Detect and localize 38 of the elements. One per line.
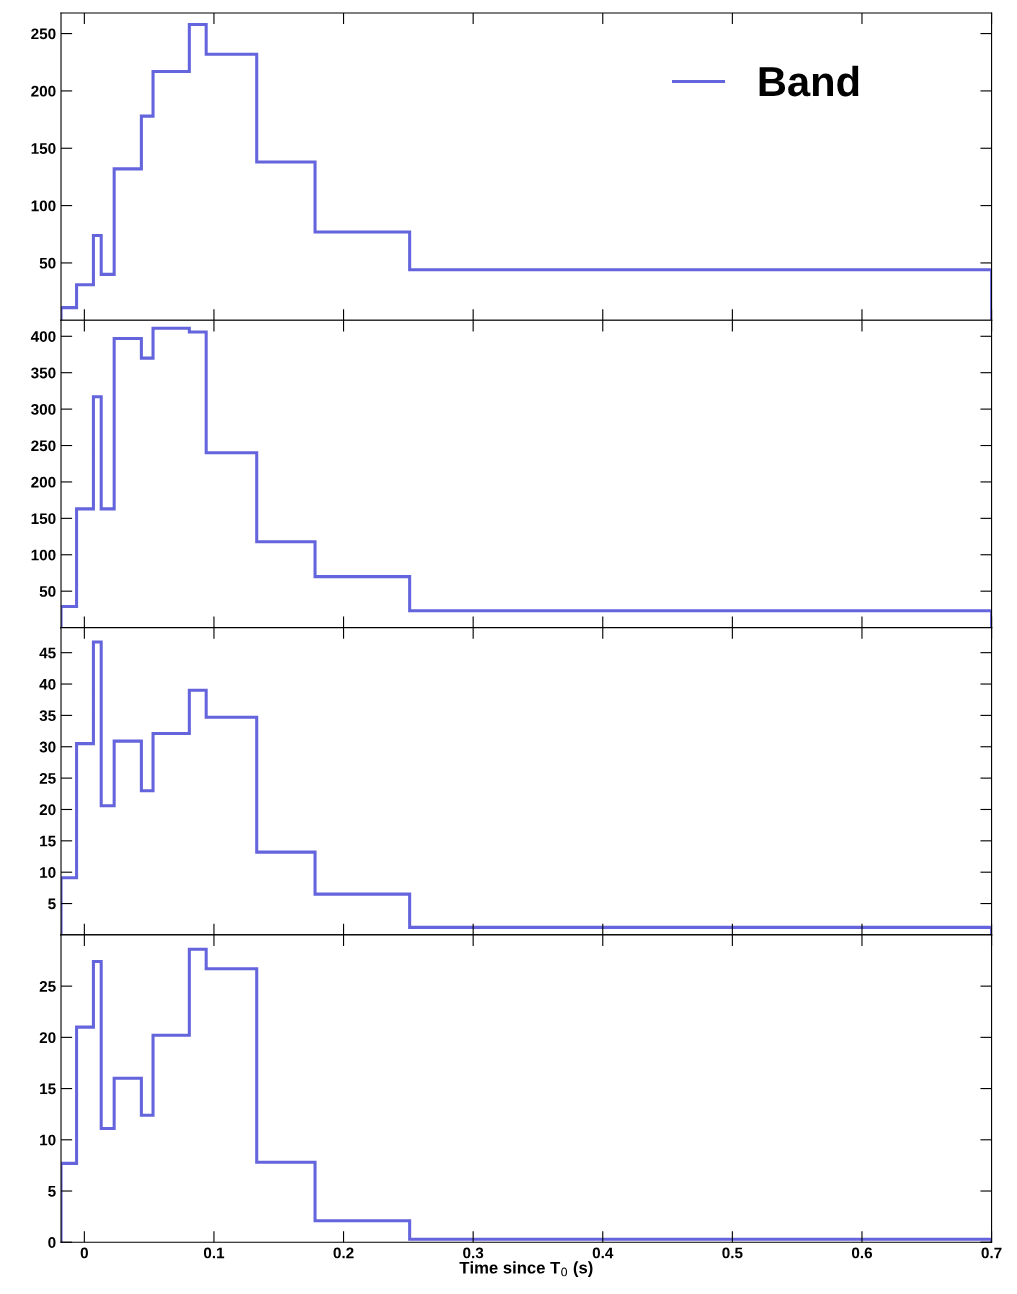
y-tick-label: 30	[39, 741, 56, 753]
x-tick-label: 0.4	[592, 1247, 614, 1259]
y-tick-label: 200	[31, 476, 56, 488]
y-tick-label: 10	[40, 867, 56, 878]
y-tick-label: 40	[39, 678, 56, 690]
y-tick-label: 50	[39, 586, 56, 597]
y-tick-label: 45	[39, 647, 56, 659]
y-tick-label: 15	[40, 1083, 56, 1095]
x-tick-label: 0.7	[981, 1247, 1002, 1259]
x-tick-label: 0.1	[203, 1247, 225, 1259]
y-tick-label: 25	[39, 981, 56, 992]
y-tick-label: 100	[31, 200, 56, 212]
x-tick-label: 0.6	[851, 1247, 873, 1259]
y-tick-label: 25	[39, 772, 56, 784]
x-axis-title: Time since T$_{0}$ (s)	[459, 1261, 593, 1277]
y-tick-label: 250	[31, 440, 56, 452]
y-tick-label: 0	[48, 1237, 56, 1248]
y-tick-label: 20	[39, 804, 56, 816]
y-tick-label: 200	[31, 85, 56, 97]
x-tick-label: 0.3	[463, 1247, 484, 1259]
y-tick-label: 15	[40, 835, 56, 847]
y-tick-label: 35	[39, 710, 56, 722]
y-tick-label: 5	[48, 898, 56, 910]
y-tick-label: 10	[40, 1134, 56, 1146]
x-tick-label: 0.2	[333, 1247, 354, 1259]
y-tick-label: 250	[31, 28, 56, 40]
y-tick-label: 150	[31, 143, 56, 154]
y-tick-label: 5	[48, 1186, 56, 1197]
y-tick-label: 100	[31, 549, 56, 561]
x-tick-label: 0.5	[722, 1247, 743, 1259]
y-tick-label: 150	[31, 513, 56, 525]
y-tick-label: 300	[31, 403, 56, 415]
y-tick-label: 20	[39, 1032, 56, 1044]
y-tick-label: 350	[31, 367, 56, 379]
y-tick-label: 400	[30, 331, 56, 342]
y-tick-label: 50	[39, 257, 56, 269]
legend-label: Band	[759, 65, 859, 97]
x-tick-label: 0	[80, 1247, 88, 1259]
